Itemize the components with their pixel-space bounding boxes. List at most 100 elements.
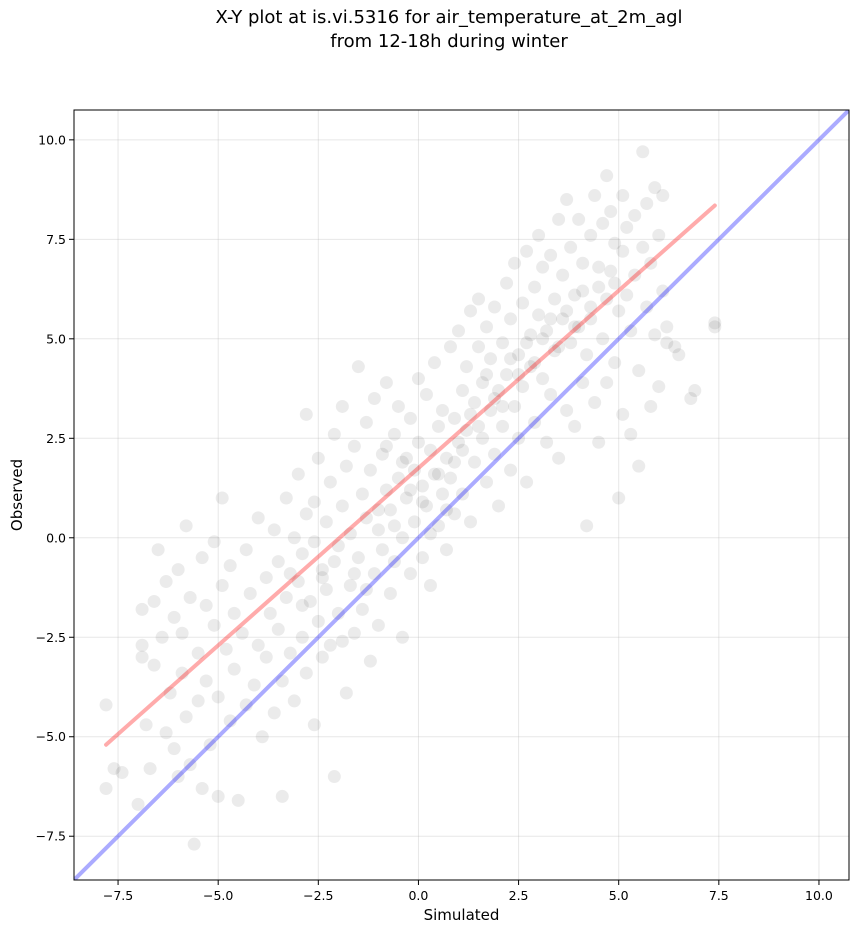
- scatter-point: [472, 292, 486, 306]
- scatter-point: [668, 340, 682, 354]
- scatter-point: [295, 630, 309, 644]
- scatter-point: [516, 380, 530, 394]
- scatter-point: [568, 288, 582, 302]
- scatter-point: [371, 523, 385, 537]
- x-tick-label: 7.5: [709, 888, 729, 903]
- scatter-point: [179, 710, 193, 724]
- scatter-point: [660, 336, 674, 350]
- scatter-point: [524, 328, 538, 342]
- scatter-point: [415, 495, 429, 509]
- scatter-point: [512, 431, 526, 445]
- scatter-point: [391, 471, 405, 485]
- scatter-point: [584, 300, 598, 314]
- scatter-point: [688, 384, 702, 398]
- scatter-point: [520, 475, 534, 489]
- scatter-point: [195, 551, 209, 565]
- scatter-point: [399, 451, 413, 465]
- scatter-point: [307, 718, 321, 732]
- scatter-point: [343, 579, 357, 593]
- scatter-point: [572, 320, 586, 334]
- scatter-point: [335, 634, 349, 648]
- scatter-point: [648, 181, 662, 195]
- scatter-point: [620, 220, 634, 234]
- scatter-point: [431, 467, 445, 481]
- scatter-point: [395, 455, 409, 469]
- scatter-point: [379, 376, 393, 390]
- scatter-point: [628, 208, 642, 222]
- scatter-point: [616, 244, 630, 258]
- scatter-point: [592, 260, 606, 274]
- scatter-point: [299, 666, 313, 680]
- scatter-point: [171, 770, 185, 784]
- scatter-point: [592, 435, 606, 449]
- scatter-point: [648, 328, 662, 342]
- scatter-point: [636, 240, 650, 254]
- scatter-point: [347, 439, 361, 453]
- x-tick-label: 0.0: [408, 888, 428, 903]
- axis-ticks: −7.5 −5.0 −2.5 0.0 2.5 5.0 7.5 10.0 −7.5 −5.0 −2.5…: [36, 132, 833, 903]
- scatter-point: [496, 419, 510, 433]
- scatter-point: [464, 304, 478, 318]
- scatter-point: [211, 789, 225, 803]
- scatter-point: [303, 594, 317, 608]
- scatter-point: [431, 419, 445, 433]
- scatter-point: [552, 451, 566, 465]
- scatter-point: [419, 388, 433, 402]
- scatter-point: [456, 384, 470, 398]
- scatter-point: [476, 376, 490, 390]
- grid: [74, 110, 849, 880]
- regression-line: [104, 203, 717, 747]
- scatter-point: [512, 348, 526, 362]
- scatter-point: [179, 519, 193, 533]
- scatter-point: [139, 718, 153, 732]
- scatter-point: [375, 447, 389, 461]
- scatter-point: [576, 376, 590, 390]
- scatter-point: [451, 324, 465, 338]
- scatter-point: [235, 626, 249, 640]
- scatter-point: [219, 642, 233, 656]
- scatter-point: [488, 447, 502, 461]
- scatter-point: [267, 523, 281, 537]
- scatter-point: [624, 324, 638, 338]
- scatter-point: [339, 686, 353, 700]
- scatter-point: [291, 575, 305, 589]
- y-tick-label: −5.0: [36, 729, 66, 744]
- scatter-point: [447, 455, 461, 469]
- scatter-point: [223, 559, 237, 573]
- scatter-point: [636, 145, 650, 159]
- scatter-point: [239, 543, 253, 557]
- scatter-point: [656, 189, 670, 203]
- scatter-point: [275, 674, 289, 688]
- scatter-point: [532, 228, 546, 242]
- scatter-point: [544, 388, 558, 402]
- scatter-point: [327, 770, 341, 784]
- x-tick-label: 2.5: [509, 888, 529, 903]
- scatter-point: [231, 793, 245, 807]
- scatter-point: [608, 276, 622, 290]
- scatter-point: [620, 288, 634, 302]
- scatter-point: [472, 419, 486, 433]
- scatter-point: [355, 487, 369, 501]
- scatter-point: [191, 694, 205, 708]
- scatter-point: [335, 499, 349, 513]
- scatter-point: [596, 332, 610, 346]
- scatter-point: [508, 399, 522, 413]
- scatter-point: [672, 348, 686, 362]
- scatter-point: [576, 256, 590, 270]
- scatter-point: [327, 427, 341, 441]
- scatter-point: [600, 376, 614, 390]
- scatter-point: [175, 666, 189, 680]
- scatter-point: [652, 380, 666, 394]
- scatter-point: [560, 403, 574, 417]
- scatter-point: [327, 555, 341, 569]
- scatter-point: [480, 475, 494, 489]
- scatter-point: [552, 212, 566, 226]
- scatter-point: [640, 197, 654, 211]
- scatter-point: [632, 364, 646, 378]
- scatter-point: [283, 646, 297, 660]
- scatter-point: [307, 495, 321, 509]
- y-tick-label: 2.5: [46, 431, 66, 446]
- scatter-point: [207, 618, 221, 632]
- scatter-point: [580, 519, 594, 533]
- scatter-point: [239, 698, 253, 712]
